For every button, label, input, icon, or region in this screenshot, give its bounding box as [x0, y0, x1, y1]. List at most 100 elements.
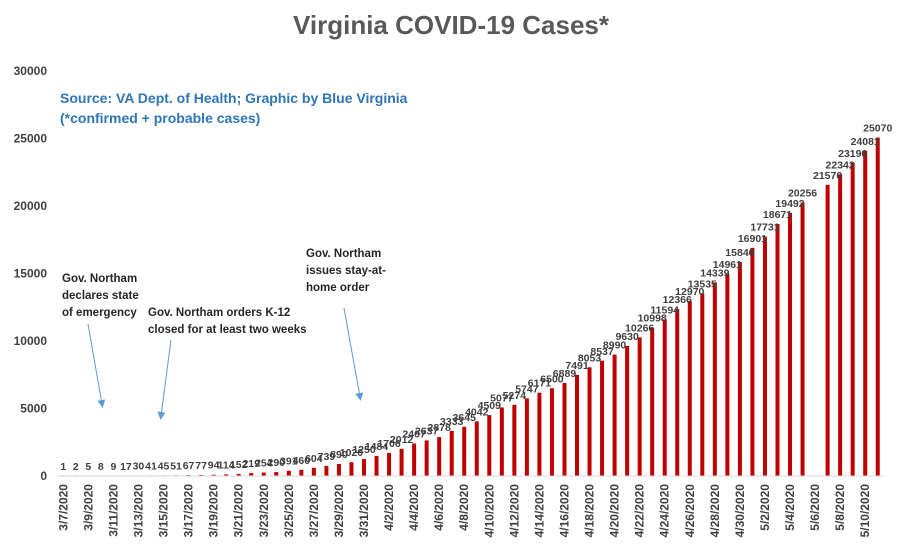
- annotation-arrow: [87, 323, 106, 408]
- bar: [374, 455, 379, 476]
- bar: [700, 293, 705, 476]
- bar: [537, 392, 542, 476]
- x-tick-label: 4/16/2020: [557, 484, 571, 538]
- data-label: 8990: [603, 340, 627, 352]
- annotation-line: Gov. Northam: [62, 273, 138, 285]
- bar: [838, 174, 843, 476]
- x-tick-label: 3/9/2020: [81, 484, 95, 531]
- bar: [361, 459, 366, 476]
- bar: [199, 474, 204, 476]
- y-tick-label: 20000: [14, 199, 48, 213]
- data-label: 1706: [377, 438, 401, 450]
- bar: [712, 282, 717, 476]
- data-label: 391: [280, 456, 298, 468]
- x-tick-label: 4/12/2020: [507, 484, 521, 538]
- data-label: 10998: [638, 313, 667, 325]
- data-label: 8: [98, 461, 104, 473]
- bar: [399, 448, 404, 476]
- bar: [487, 415, 492, 476]
- x-tick-label: 5/6/2020: [808, 484, 822, 531]
- data-label: 6889: [553, 368, 577, 380]
- bar: [524, 398, 529, 476]
- bar: [249, 473, 254, 476]
- x-tick-label: 4/10/2020: [482, 484, 496, 538]
- bar: [311, 467, 316, 476]
- bar: [775, 223, 780, 476]
- x-tick-label: 3/29/2020: [332, 484, 346, 538]
- data-label: 30: [133, 461, 145, 473]
- bar: [750, 247, 755, 476]
- y-tick-label: 30000: [14, 64, 48, 78]
- bar: [575, 374, 580, 476]
- bar: [637, 337, 642, 476]
- data-label: 21570: [813, 170, 842, 182]
- data-label: 3333: [440, 416, 464, 428]
- data-label: 7491: [565, 360, 589, 372]
- x-tick-label: 3/13/2020: [131, 484, 145, 538]
- bar: [236, 473, 241, 476]
- data-label: 219: [242, 458, 260, 470]
- data-label: 3645: [453, 412, 477, 424]
- y-tick-label: 25000: [14, 132, 48, 146]
- bar: [462, 426, 467, 476]
- data-label: 114: [218, 459, 235, 471]
- bar: [224, 474, 229, 476]
- bar: [286, 470, 291, 476]
- data-label: 6171: [528, 378, 552, 390]
- data-label: 45: [158, 460, 170, 472]
- data-label: 2878: [427, 422, 451, 434]
- data-label: 4509: [478, 400, 502, 412]
- data-label: 12970: [675, 286, 704, 298]
- data-label: 8537: [590, 346, 614, 358]
- data-label: 1484: [365, 441, 389, 453]
- x-tick-label: 3/17/2020: [182, 484, 196, 538]
- bar: [211, 474, 216, 476]
- bar: [875, 137, 880, 476]
- x-tick-label: 4/20/2020: [608, 484, 622, 538]
- bar: [437, 437, 442, 476]
- bar: [625, 345, 630, 476]
- x-tick-label: 3/25/2020: [282, 484, 296, 538]
- bar: [474, 421, 479, 476]
- annotation-line: home order: [306, 282, 370, 294]
- bar: [788, 212, 793, 476]
- note-line: (*confirmed + probable cases): [60, 110, 261, 126]
- data-label: 17731: [750, 222, 779, 234]
- x-tick-label: 3/7/2020: [56, 484, 70, 531]
- chart-subtitle: Source: VA Dept. of Health; Graphic by B…: [60, 88, 407, 128]
- data-label: 604: [305, 453, 323, 465]
- data-label: 22342: [826, 159, 855, 171]
- x-tick-label: 3/11/2020: [106, 484, 120, 537]
- data-label: 739: [318, 451, 336, 463]
- bar: [349, 462, 354, 476]
- bar: [499, 407, 504, 476]
- annotation-k12-closure: Gov. Northam orders K-12 closed for at l…: [148, 305, 307, 339]
- data-label: 2: [73, 461, 79, 473]
- x-tick-label: 4/28/2020: [708, 484, 722, 538]
- x-tick-label: 3/23/2020: [257, 484, 271, 538]
- data-label: 5747: [515, 383, 539, 395]
- data-label: 5: [85, 461, 91, 473]
- x-tick-label: 4/14/2020: [532, 484, 546, 538]
- annotation-line: declares state: [62, 290, 139, 302]
- bar: [261, 472, 266, 476]
- data-label: 1: [60, 461, 66, 473]
- data-label: 9630: [615, 331, 639, 343]
- bar: [612, 354, 617, 476]
- annotation-line: of emergency: [62, 307, 137, 319]
- x-tick-label: 5/8/2020: [833, 484, 847, 531]
- x-tick-label: 4/24/2020: [658, 484, 672, 538]
- data-label: 20256: [788, 188, 817, 200]
- data-label: 16901: [738, 233, 767, 245]
- data-label: 51: [170, 460, 182, 472]
- data-label: 14339: [700, 267, 729, 279]
- bar: [412, 443, 417, 476]
- x-tick-label: 3/15/2020: [157, 484, 171, 538]
- data-label: 15846: [725, 247, 754, 259]
- bar: [449, 431, 454, 476]
- annotation-stay-at-home: Gov. Northam issues stay-at- home order: [306, 246, 386, 297]
- x-tick-label: 4/2/2020: [382, 484, 396, 531]
- bar: [825, 184, 830, 476]
- data-label: 77: [195, 460, 207, 472]
